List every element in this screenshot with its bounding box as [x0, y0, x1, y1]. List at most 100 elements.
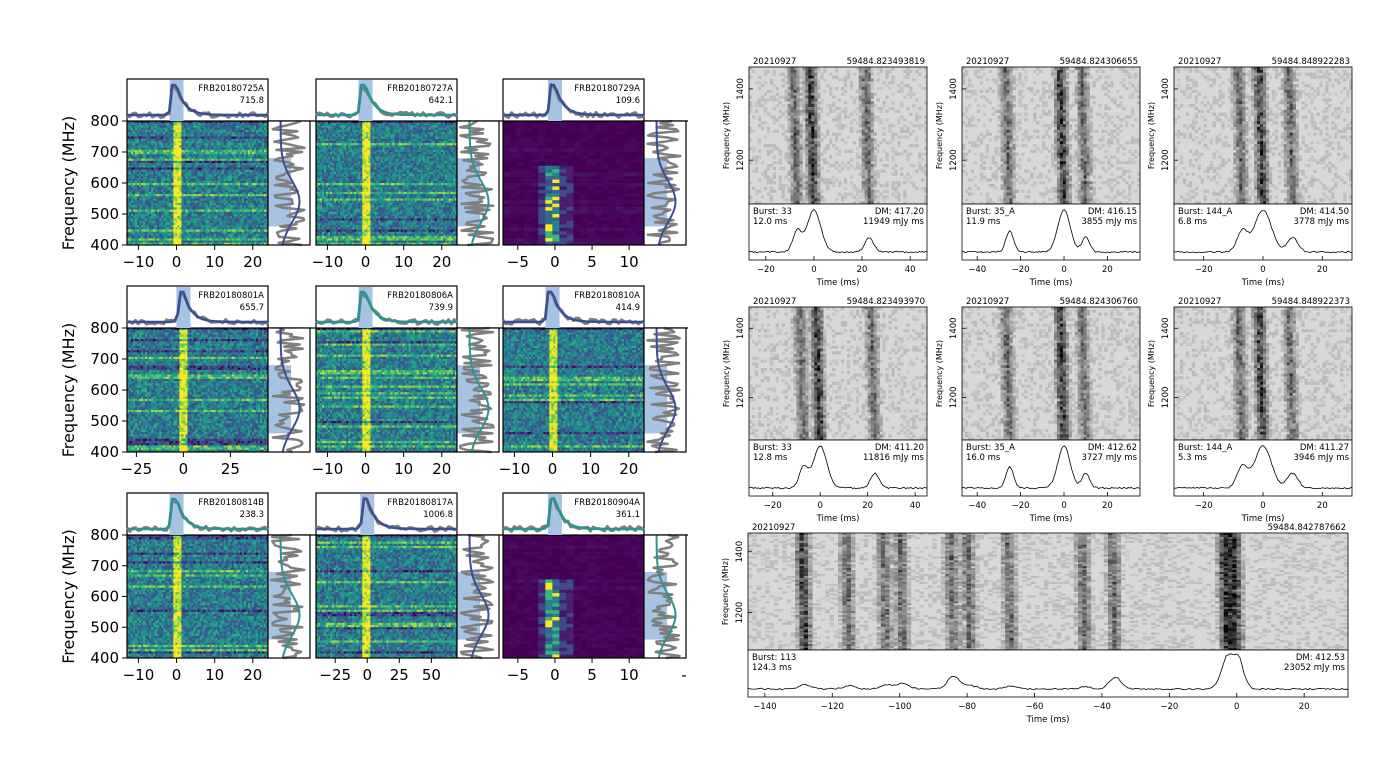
frb-value: 414.9	[616, 303, 640, 313]
heatmap	[127, 535, 268, 658]
xtick-label: 0	[550, 253, 560, 271]
x-axis: −10 0 10 20	[312, 245, 452, 271]
xtick-label: 0	[172, 253, 182, 271]
mjd: 59484.823493970	[847, 297, 925, 307]
ytick-label: 700	[90, 143, 119, 161]
mjd: 59484.848922373	[1272, 297, 1350, 307]
burst-width: 124.3 ms	[752, 663, 792, 673]
xtick-label: 0	[548, 460, 558, 478]
xtick-label: −40	[968, 265, 986, 275]
ytick-label: 700	[90, 557, 119, 575]
waterfall	[962, 67, 1140, 204]
ytick-label: 1200	[1161, 387, 1171, 409]
ytick-label: 800	[90, 319, 119, 337]
xtick-label: 20	[432, 460, 451, 478]
frb-value: 715.8	[240, 96, 264, 106]
xtick-label: 0	[550, 666, 560, 684]
mjd: 59484.848922283	[1272, 57, 1350, 67]
waterfall	[1174, 67, 1352, 204]
xtick-label: 10	[394, 460, 413, 478]
xtick-label: 20	[857, 265, 868, 275]
ytick-label: 1400	[949, 317, 959, 339]
profile-frame	[748, 650, 1348, 697]
time-profile: FRB20180814B 238.3	[127, 493, 268, 535]
burst-width: 16.0 ms	[966, 453, 1001, 463]
burst-width: 11.9 ms	[966, 217, 1001, 227]
xtick-label: −60	[1026, 702, 1044, 712]
ylabel: Frequency (MHz)	[1147, 102, 1156, 169]
xtick-label: 50	[422, 666, 441, 684]
frb-name: FRB20180904A	[574, 498, 640, 508]
xtick-label: 5	[587, 253, 597, 271]
xtick-label: 0	[1061, 265, 1066, 275]
frb-name: FRB20180806A	[387, 291, 453, 301]
ytick-label: 1200	[736, 149, 746, 171]
waterfall	[962, 307, 1140, 440]
spectrum	[644, 121, 686, 245]
ytick-label: 600	[90, 381, 119, 399]
x-axis: −10 0 10 20	[499, 452, 639, 478]
ytick-label: 500	[90, 205, 119, 223]
spectrum	[644, 535, 686, 658]
ytick-label: 800	[90, 112, 119, 130]
mjd: 59484.823493819	[847, 57, 925, 67]
left-ylabel: Frequency (MHz)	[59, 323, 78, 457]
xtick-label: 10	[581, 460, 600, 478]
left-row-1: Frequency (MHz) 800700600500400FRB2018072…	[59, 79, 688, 271]
fluence-label: 11816 mJy ms	[863, 453, 925, 463]
trailing-tick: -	[681, 666, 686, 684]
xtick-label: 20	[619, 460, 638, 478]
frb-name: FRB20180814B	[198, 498, 264, 508]
time-profile: FRB20180725A 715.8	[127, 79, 268, 121]
xtick-label: 0	[1234, 702, 1239, 712]
figure: Frequency (MHz) 800700600500400FRB2018072…	[0, 0, 1384, 779]
ytick-label: 1200	[949, 387, 959, 409]
ytick-label: 800	[90, 526, 119, 544]
xtick-label: −40	[1093, 702, 1111, 712]
burst-label: Burst: 144_A	[1178, 207, 1233, 217]
xtick-label: −20	[1012, 501, 1030, 511]
frb-name: FRB20180801A	[198, 291, 264, 301]
frb-name: FRB20180725A	[198, 84, 264, 94]
frb-value: 642.1	[429, 96, 453, 106]
xlabel: Time (ms)	[1029, 514, 1073, 524]
date: 20210927	[753, 57, 796, 67]
xtick-label: −10	[123, 253, 155, 271]
dm-label: DM: 412.53	[1296, 653, 1345, 663]
burst-label: Burst: 35_A	[966, 207, 1015, 217]
xtick-label: −25	[121, 460, 153, 478]
xtick-label: 20	[862, 501, 873, 511]
x-axis: −25 0 25	[121, 452, 240, 478]
waterfall	[748, 533, 1348, 650]
xtick-label: 20	[432, 253, 451, 271]
ylabel: Frequency (MHz)	[935, 102, 944, 169]
burst-width: 12.0 ms	[753, 217, 788, 227]
frb-value: 238.3	[240, 510, 264, 520]
heatmap	[503, 535, 644, 658]
frb-value: 739.9	[429, 303, 453, 313]
spectrum	[457, 328, 499, 452]
burst-width: 6.8 ms	[1178, 217, 1207, 227]
xtick-label: −20	[1012, 265, 1030, 275]
ytick-label: 700	[90, 350, 119, 368]
xtick-label: 0	[811, 265, 816, 275]
ytick-label: 1400	[1161, 78, 1171, 100]
dm-label: DM: 416.15	[1088, 207, 1137, 217]
